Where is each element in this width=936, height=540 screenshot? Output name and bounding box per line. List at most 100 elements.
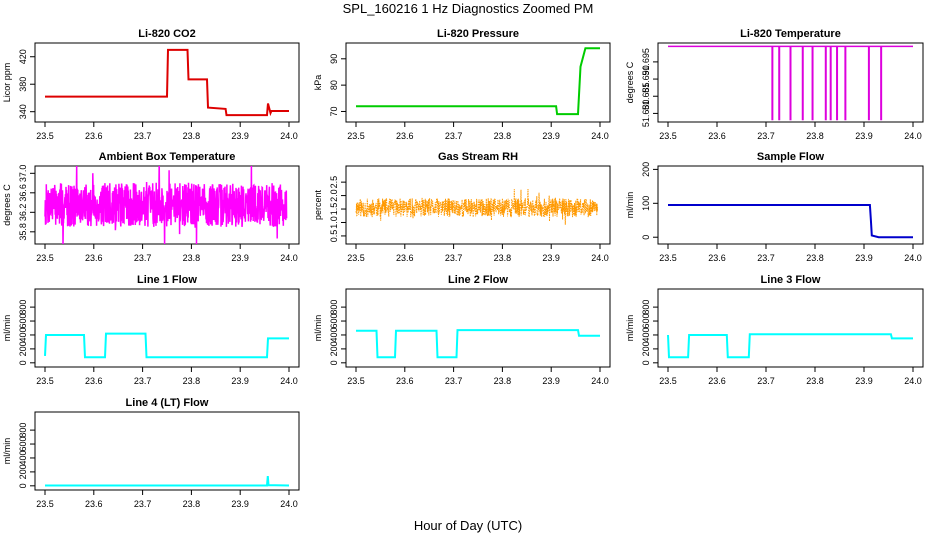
y-tick-label: 2.5 (329, 176, 339, 189)
x-tick-label: 23.9 (231, 253, 249, 263)
x-tick-label: 23.8 (183, 499, 201, 509)
y-tick-label: 200 (329, 341, 339, 356)
y-tick-label: 70 (329, 106, 339, 116)
y-tick-label: 340 (18, 104, 28, 119)
x-tick-label: 23.5 (659, 131, 677, 141)
x-tick-label: 23.9 (542, 253, 560, 263)
data-layer (45, 48, 289, 117)
x-tick-label: 23.6 (85, 376, 103, 386)
series-line (668, 204, 913, 239)
x-tick-label: 23.8 (183, 376, 201, 386)
series-line (45, 48, 289, 117)
x-tick-label: 23.7 (445, 131, 463, 141)
y-tick-label: 51.690 (641, 65, 651, 93)
x-tick-label: 23.8 (183, 253, 201, 263)
y-tick-label: 200 (641, 341, 651, 356)
x-tick-label: 23.7 (134, 131, 152, 141)
panel-rh: Gas Stream RH percent 23.5 23.6 23.7 23.8 23.9… (313, 151, 611, 263)
x-tick-label: 23.9 (231, 499, 249, 509)
y-tick-label: 2.0 (329, 189, 339, 202)
y-tick-label: 0 (18, 360, 28, 365)
y-tick-label: 0 (641, 360, 651, 365)
y-tick-label: 35.8 (18, 223, 28, 241)
y-tick-label: 37.0 (18, 165, 28, 183)
plot-frame (345, 165, 611, 245)
y-tick-label: 1.0 (329, 216, 339, 229)
panel-title: Ambient Box Temperature (99, 151, 236, 163)
panel-ambient: Ambient Box Temperature degrees C 23.5 23.6… (2, 151, 300, 263)
y-tick-label: 380 (18, 77, 28, 92)
x-tick-label: 23.5 (659, 376, 677, 386)
x-tick-label: 23.6 (396, 131, 414, 141)
panel-title: Line 3 Flow (761, 274, 821, 286)
y-tick-label: 1.5 (329, 203, 339, 216)
x-tick-label: 23.8 (806, 131, 824, 141)
y-tick-label: 800 (18, 423, 28, 438)
series-line (667, 333, 913, 359)
y-tick-label: 100 (641, 196, 651, 211)
y-tick-label: 400 (329, 327, 339, 342)
y-axis-label: degrees C (625, 61, 635, 103)
x-tick-label: 23.5 (659, 253, 677, 263)
x-tick-label: 23.9 (542, 131, 560, 141)
x-tick-label: 23.5 (36, 253, 54, 263)
x-tick-label: 23.8 (494, 131, 512, 141)
x-tick-label: 23.8 (494, 376, 512, 386)
x-tick-label: 23.5 (347, 376, 365, 386)
y-axis-label: ml/min (2, 315, 12, 342)
y-tick-label: 800 (329, 300, 339, 315)
x-tick-label: 24.0 (280, 131, 298, 141)
data-layer (356, 329, 600, 359)
y-tick-label: 0.5 (329, 230, 339, 243)
panel-title: Line 1 Flow (137, 274, 197, 286)
x-tick-label: 23.9 (855, 131, 873, 141)
y-tick-label: 0 (329, 360, 339, 365)
x-tick-label: 23.7 (757, 131, 775, 141)
x-tick-label: 24.0 (280, 376, 298, 386)
y-tick-label: 400 (18, 327, 28, 342)
x-tick-label: 23.8 (183, 131, 201, 141)
x-tick-label: 24.0 (591, 131, 609, 141)
y-tick-label: 420 (18, 49, 28, 64)
x-tick-label: 23.8 (806, 253, 824, 263)
data-layer (44, 166, 288, 244)
y-tick-label: 200 (18, 464, 28, 479)
y-tick-label: 400 (641, 327, 651, 342)
x-tick-label: 23.8 (494, 253, 512, 263)
x-tick-label: 24.0 (591, 376, 609, 386)
x-tick-label: 23.7 (445, 376, 463, 386)
x-tick-label: 23.8 (806, 376, 824, 386)
x-tick-label: 23.5 (36, 499, 54, 509)
plot-frame (657, 288, 924, 368)
y-tick-label: 600 (18, 437, 28, 452)
x-tick-label: 24.0 (904, 131, 922, 141)
y-tick-label: 51.695 (641, 48, 651, 76)
panel-sample: Sample Flow ml/min 23.5 23.6 23.7 23.8 23.9 24.… (625, 151, 924, 263)
y-tick-label: 80 (329, 80, 339, 90)
plot-frame (34, 42, 300, 123)
data-layer (667, 333, 913, 359)
y-axis-label: ml/min (2, 438, 12, 465)
series-line (356, 329, 600, 359)
x-tick-label: 23.7 (134, 376, 152, 386)
y-tick-label: 600 (641, 314, 651, 329)
x-tick-label: 23.6 (396, 253, 414, 263)
plot-frame (657, 42, 924, 123)
y-tick-label: 51.685 (641, 82, 651, 110)
x-tick-label: 23.5 (36, 131, 54, 141)
y-tick-label: 0 (18, 483, 28, 488)
x-tick-label: 23.6 (85, 253, 103, 263)
y-axis-label: ml/min (625, 315, 635, 342)
panel-title: Li-820 Pressure (437, 28, 519, 40)
plot-frame (657, 165, 924, 245)
x-tick-label: 24.0 (591, 253, 609, 263)
panel-title: Sample Flow (757, 151, 825, 163)
x-tick-label: 23.5 (36, 376, 54, 386)
series-line (44, 166, 288, 244)
figure-title: SPL_160216 1 Hz Diagnostics Zoomed PM (342, 1, 594, 16)
x-tick-label: 23.7 (757, 253, 775, 263)
panel-pressure: Li-820 Pressure kPa 23.5 23.6 23.7 23.8 23.9 24… (313, 28, 611, 141)
panel-line4: Line 4 (LT) Flow ml/min 23.5 23.6 23.7 23.8 23… (2, 397, 300, 509)
panel-line1: Line 1 Flow ml/min 23.5 23.6 23.7 23.8 23.9 24.… (2, 274, 300, 386)
